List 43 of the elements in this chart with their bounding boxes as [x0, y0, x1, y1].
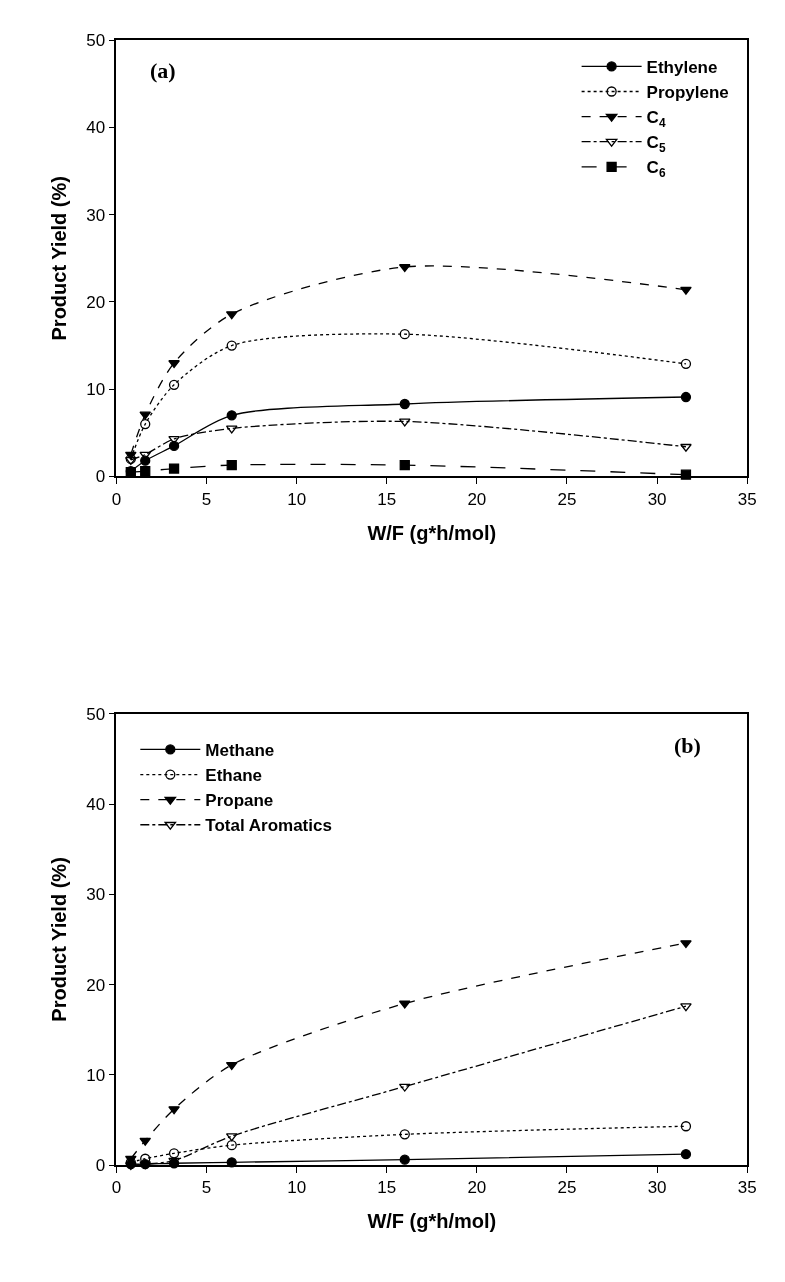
y-tick-label: 40: [86, 795, 106, 815]
y-tick-label: 10: [86, 1065, 106, 1085]
x-tick-label: 25: [557, 1178, 577, 1198]
y-tick-label: 0: [95, 467, 106, 487]
legend-label: Propane: [205, 791, 274, 811]
x-axis-title: W/F (g*h/mol): [367, 1210, 497, 1233]
y-tick-label: 20: [86, 975, 106, 995]
y-axis-title: Product Yield (%): [48, 176, 71, 341]
x-axis-title: W/F (g*h/mol): [367, 521, 497, 544]
x-tick-label: 0: [111, 1178, 122, 1198]
x-tick-label: 15: [377, 489, 397, 509]
legend-label: Ethane: [205, 766, 262, 786]
x-tick-label: 30: [647, 1178, 667, 1198]
y-tick-label: 10: [86, 380, 106, 400]
y-axis-title: Product Yield (%): [48, 857, 71, 1022]
y-tick-label: 0: [95, 1156, 106, 1175]
x-tick-label: 35: [737, 1178, 757, 1198]
annotation: (b): [674, 733, 701, 758]
legend-label: C$_{5}$: [646, 133, 666, 155]
legend-label: Methane: [205, 741, 275, 761]
x-tick-label: 20: [467, 489, 487, 509]
y-tick-label: 50: [86, 704, 106, 724]
y-tick-label: 30: [86, 885, 106, 905]
legend-label: C$_{6}$: [646, 158, 666, 181]
x-tick-label: 10: [287, 1178, 307, 1198]
x-tick-label: 10: [287, 489, 307, 509]
y-tick-label: 50: [86, 31, 106, 51]
x-tick-label: 35: [737, 489, 757, 509]
legend-label: C$_{4}$: [646, 108, 666, 130]
x-tick-label: 0: [111, 489, 122, 509]
annotation: (a): [150, 58, 176, 83]
legend-label: Ethylene: [646, 58, 718, 78]
x-tick-label: 5: [201, 1178, 212, 1198]
legend-label: Propylene: [646, 83, 729, 103]
x-tick-label: 5: [201, 489, 212, 509]
y-tick-label: 40: [86, 118, 106, 138]
x-tick-label: 30: [647, 489, 667, 509]
legend-label: Total Aromatics: [205, 816, 332, 836]
y-tick-label: 30: [86, 205, 106, 225]
x-tick-label: 15: [377, 1178, 397, 1198]
x-tick-label: 25: [557, 489, 577, 509]
x-tick-label: 20: [467, 1178, 487, 1198]
y-tick-label: 20: [86, 292, 106, 312]
